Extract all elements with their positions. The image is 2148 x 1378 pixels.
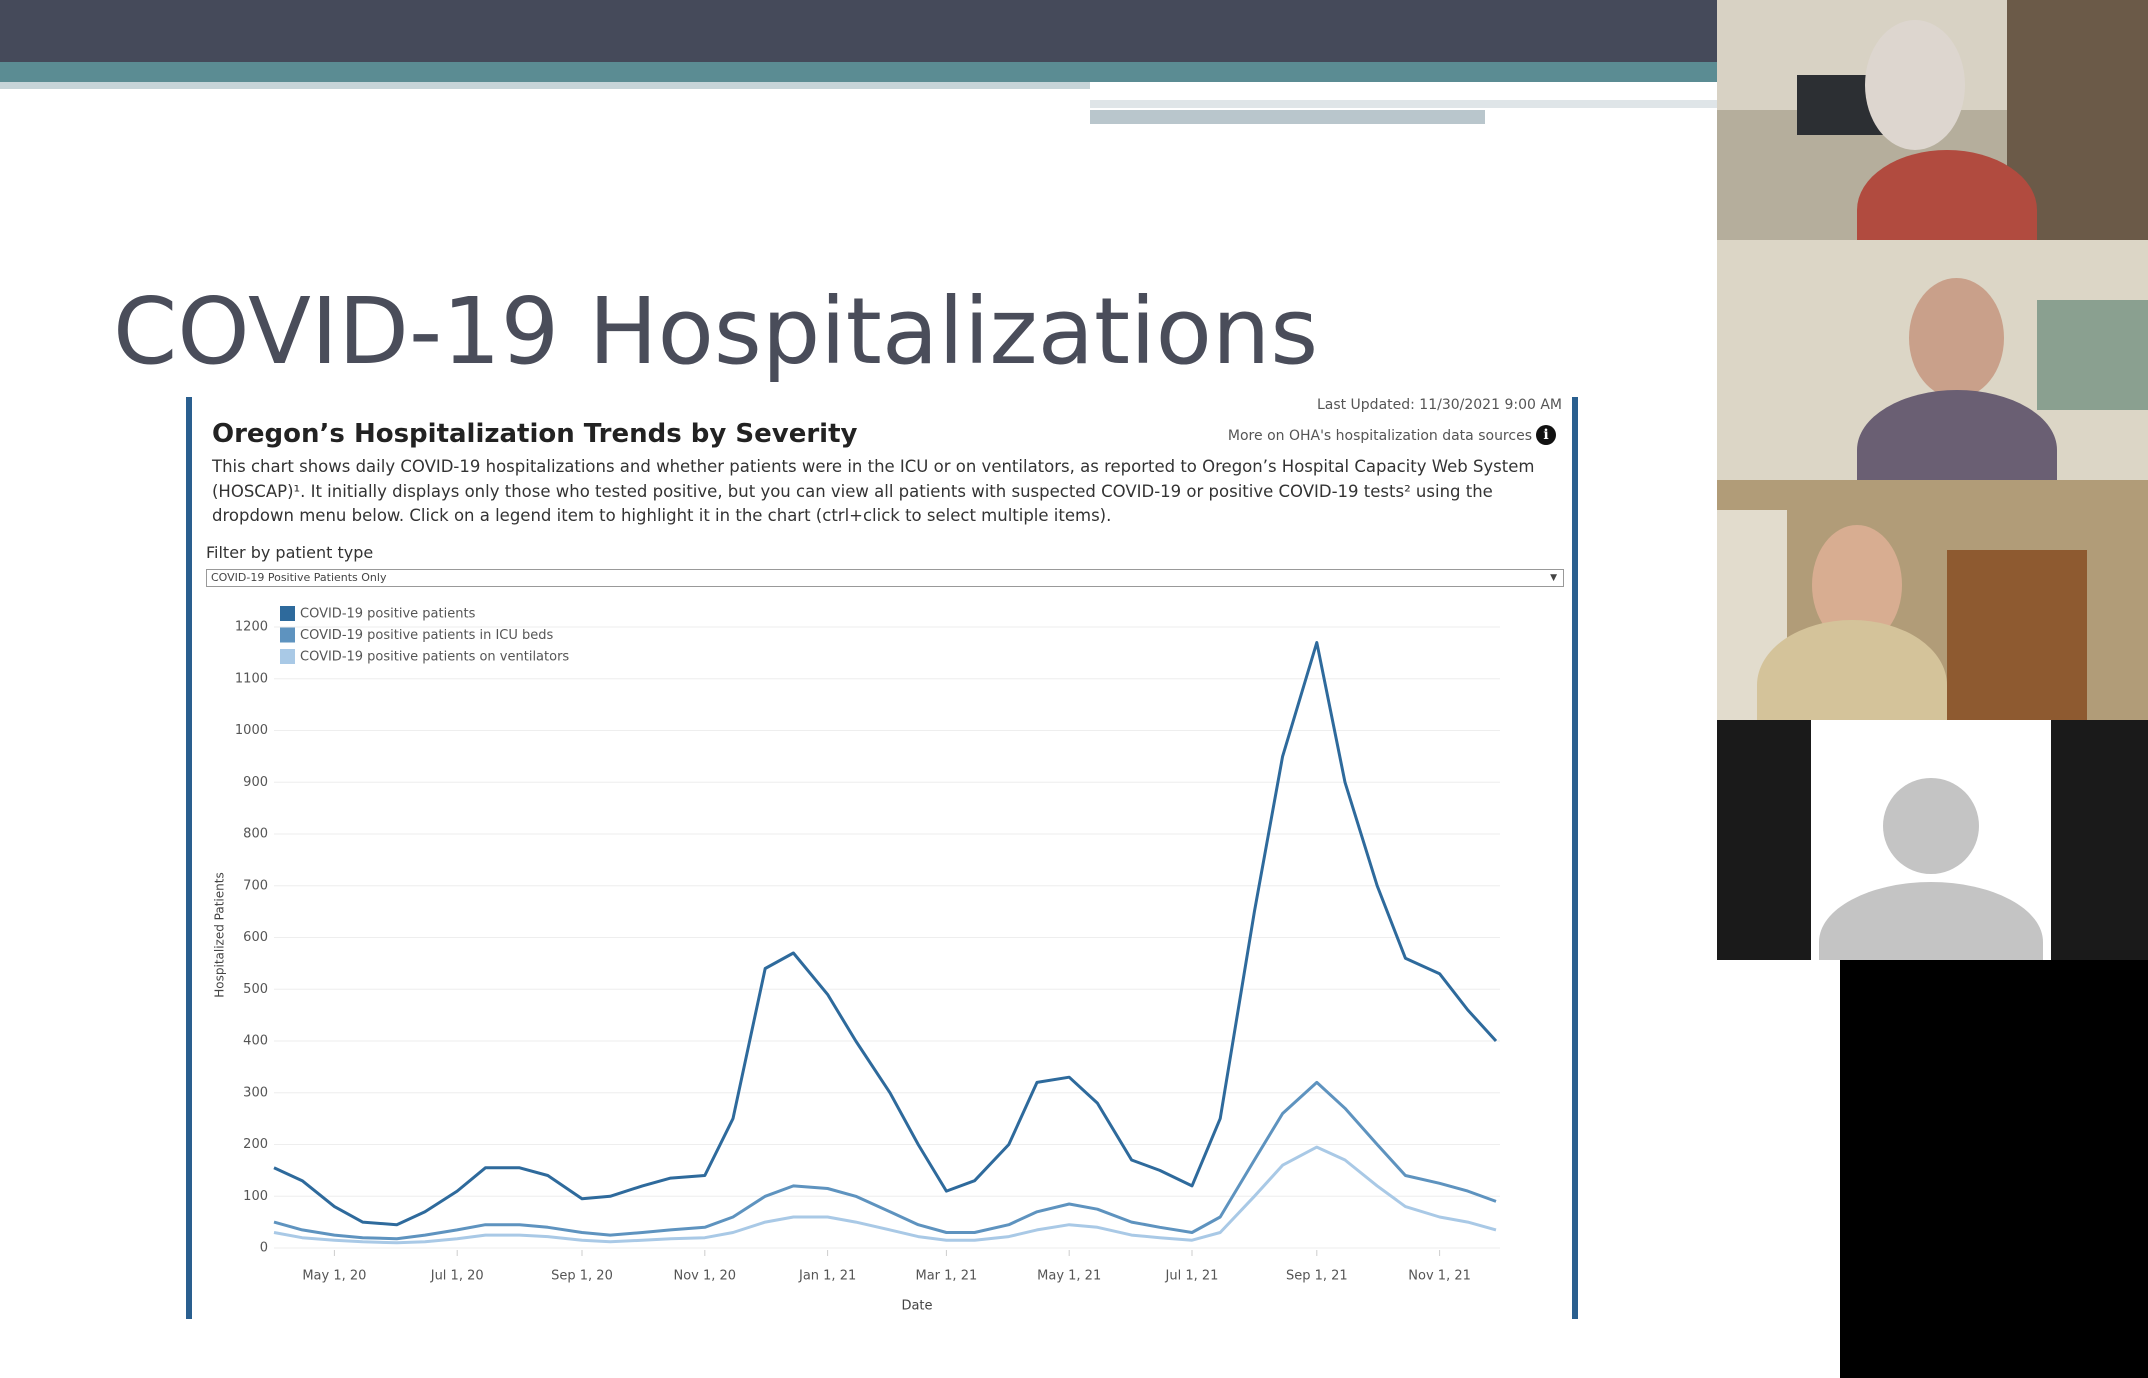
x-tick-label: May 1, 20 xyxy=(302,1269,366,1284)
slide-stripe xyxy=(0,82,1090,89)
sources-link[interactable]: More on OHA's hospitalization data sourc… xyxy=(1227,428,1532,444)
slide-top-bar xyxy=(0,0,1840,62)
x-axis-label: Date xyxy=(901,1299,932,1314)
video-tile xyxy=(1717,720,2148,960)
person-head xyxy=(1865,20,1965,150)
dropdown-value[interactable]: COVID-19 Positive Patients Only xyxy=(211,571,387,584)
y-tick-label: 300 xyxy=(243,1085,268,1100)
info-icon[interactable]: i xyxy=(1536,425,1556,445)
y-tick-label: 100 xyxy=(243,1189,268,1204)
series-line xyxy=(273,1145,1497,1245)
person-body xyxy=(1857,150,2037,240)
x-tick-label: Nov 1, 20 xyxy=(674,1269,737,1284)
last-updated: Last Updated: 11/30/2021 9:00 AM xyxy=(1316,397,1562,413)
legend-swatch[interactable] xyxy=(280,649,295,664)
x-tick-label: Jan 1, 21 xyxy=(798,1269,856,1284)
chart-description: This chart shows daily COVID-19 hospital… xyxy=(212,457,1535,525)
y-tick-label: 800 xyxy=(243,827,268,842)
y-tick-label: 500 xyxy=(243,982,268,997)
y-tick-label: 700 xyxy=(243,878,268,893)
x-tick-label: Nov 1, 21 xyxy=(1408,1269,1471,1284)
video-tile xyxy=(1717,240,2148,480)
slide: COVID-19 Hospitalizations Last Updated: … xyxy=(0,0,1840,1378)
door xyxy=(1947,550,2087,720)
legend-label[interactable]: COVID-19 positive patients xyxy=(300,607,476,622)
y-tick-label: 600 xyxy=(243,930,268,945)
y-tick-label: 200 xyxy=(243,1137,268,1152)
video-tile xyxy=(1717,0,2148,240)
x-tick-label: Sep 1, 20 xyxy=(551,1269,613,1284)
dropdown-arrow[interactable]: ▼ xyxy=(1550,573,1557,583)
legend-label[interactable]: COVID-19 positive patients on ventilator… xyxy=(300,650,569,665)
legend-label[interactable]: COVID-19 positive patients in ICU beds xyxy=(300,628,554,643)
person-body xyxy=(1857,390,2057,480)
person-head xyxy=(1909,278,2004,398)
x-tick-label: Jul 1, 20 xyxy=(430,1269,484,1284)
x-tick-label: May 1, 21 xyxy=(1037,1269,1101,1284)
slide-teal-bar xyxy=(0,62,1840,82)
chart: Date Hospitalized Patients 0 100 200 300 400… xyxy=(213,606,1500,1314)
legend-swatch[interactable] xyxy=(280,627,295,643)
y-tick-label: 1100 xyxy=(235,671,268,686)
y-tick-label: 400 xyxy=(243,1034,268,1049)
x-tick-label: Mar 1, 21 xyxy=(916,1269,978,1284)
slide-stripe xyxy=(1090,110,1485,124)
y-axis-label: Hospitalized Patients xyxy=(213,872,227,997)
avatar-body xyxy=(1819,882,2043,960)
painting xyxy=(2037,300,2148,410)
avatar-head xyxy=(1883,778,1979,874)
y-tick-label: 1000 xyxy=(235,723,268,738)
filter-label: Filter by patient type xyxy=(206,543,374,562)
filter-dropdown[interactable]: COVID-19 Positive Patients Only ▼ xyxy=(206,569,1564,587)
x-tick-label: Jul 1, 21 xyxy=(1165,1269,1219,1284)
series-line xyxy=(273,641,1498,1227)
dashboard: Last Updated: 11/30/2021 9:00 AM Oregon’… xyxy=(186,397,1578,1319)
slide-stripe xyxy=(1090,100,1840,108)
video-tile xyxy=(1717,480,2148,720)
legend-swatch[interactable] xyxy=(280,606,295,621)
y-tick-label: 900 xyxy=(243,775,268,790)
x-tick-label: Sep 1, 21 xyxy=(1286,1269,1348,1284)
y-tick-label: 1200 xyxy=(235,620,268,635)
avatar-frame xyxy=(1811,720,2051,960)
chart-title: Oregon’s Hospitalization Trends by Sever… xyxy=(212,419,858,449)
slide-title: COVID-19 Hospitalizations xyxy=(113,278,1319,385)
y-tick-label: 0 xyxy=(260,1241,268,1256)
series-line xyxy=(273,1080,1497,1241)
person-body xyxy=(1757,620,1947,720)
